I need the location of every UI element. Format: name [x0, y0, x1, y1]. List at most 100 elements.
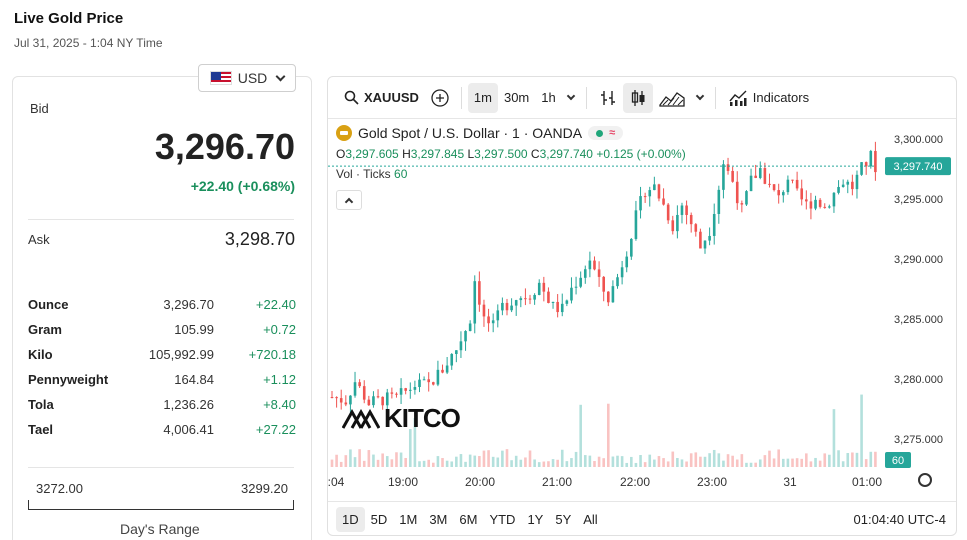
range-6m[interactable]: 6M: [459, 512, 478, 527]
volume-bar: [851, 452, 854, 467]
range-3m[interactable]: 3M: [429, 512, 448, 527]
y-tick-label: 3,285.000: [894, 314, 943, 326]
volume-bar: [344, 455, 348, 467]
candle-body: [671, 220, 675, 232]
chevron-up-icon: [344, 197, 354, 206]
volume-bar: [436, 456, 440, 467]
currency-select[interactable]: USD: [198, 64, 296, 92]
volume-bar: [367, 450, 371, 467]
volume-bar: [680, 459, 684, 467]
close-value: 3,297.740: [539, 147, 593, 161]
candle-body: [335, 397, 338, 399]
range-5d[interactable]: 5D: [370, 512, 388, 527]
candle-body: [851, 181, 854, 190]
x-tick-label: 19:00: [388, 475, 418, 489]
candle-body: [574, 286, 578, 288]
candle-body: [795, 179, 799, 189]
candle-body: [786, 179, 790, 193]
candle-body: [459, 341, 463, 351]
volume-bar: [395, 452, 398, 467]
candle-body: [404, 388, 407, 391]
unit-change: +27.22: [255, 422, 296, 437]
unit-row-pennyweight: Pennyweight 164.84 +1.12: [28, 367, 296, 392]
volume-bar: [689, 453, 693, 467]
candle-body: [514, 300, 518, 306]
range-5y[interactable]: 5Y: [555, 512, 572, 527]
interval-1m[interactable]: 1m: [467, 82, 498, 113]
volume-bar: [643, 462, 647, 467]
high-value: 3,297.845: [410, 147, 465, 161]
volume-bar: [805, 453, 808, 467]
us-flag-icon: [209, 71, 232, 85]
candle-body: [482, 304, 486, 317]
volume-bar: [505, 449, 509, 467]
range-ytd[interactable]: YTD: [489, 512, 516, 527]
range-1m[interactable]: 1M: [399, 512, 418, 527]
symbol-search[interactable]: XAUUSD: [338, 83, 425, 113]
volume-bar: [703, 456, 707, 467]
volume-bar: [745, 462, 748, 467]
volume-bar: [772, 458, 776, 467]
chart-type-dropdown[interactable]: [691, 83, 709, 113]
candlestick-chart[interactable]: 3,300.000 3,295.000 3,290.000 3,285.000 3,28…: [328, 119, 957, 501]
area-style-button[interactable]: [653, 83, 691, 113]
bid-label: Bid: [30, 101, 49, 116]
range-all[interactable]: All: [583, 512, 598, 527]
candle-body: [441, 369, 444, 373]
volume-bar: [791, 458, 794, 467]
volume-bar: [657, 456, 661, 467]
indicators-button[interactable]: Indicators: [722, 83, 815, 113]
bar-style-button[interactable]: [593, 83, 623, 113]
volume-bar: [869, 451, 873, 467]
range-1d[interactable]: 1D: [336, 507, 365, 532]
candle-body: [722, 164, 725, 190]
candle-body: [680, 205, 684, 215]
candle-body: [381, 396, 384, 406]
timezone-clock[interactable]: 01:04:40 UTC-4: [853, 512, 947, 527]
candle-body: [855, 174, 859, 190]
kitco-logo-text: KITCO: [384, 403, 461, 433]
candle-body: [823, 206, 827, 208]
volume-bar: [422, 460, 426, 467]
volume-bar: [841, 461, 845, 467]
volume-bar: [427, 459, 431, 467]
volume-bar: [542, 461, 546, 467]
chevron-down-icon: [275, 71, 286, 81]
volume-bar: [330, 459, 334, 467]
volume-bar: [837, 450, 840, 467]
candle-body: [399, 388, 403, 395]
volume-bar: [864, 459, 868, 467]
candle-body: [528, 298, 532, 300]
compare-button[interactable]: [425, 83, 455, 113]
volume-bar: [653, 459, 656, 467]
candles-style-button[interactable]: [622, 82, 653, 113]
unit-price: 4,006.41: [163, 422, 214, 437]
toolbar-separator: [460, 86, 462, 109]
candle-body: [731, 170, 734, 182]
volume-bar: [800, 458, 804, 467]
volume-bar: [717, 453, 721, 467]
candle-body: [390, 392, 394, 394]
volume-bar: [353, 457, 357, 467]
candle-body: [556, 301, 559, 313]
candle-body: [349, 395, 352, 405]
interval-dropdown[interactable]: [562, 83, 580, 113]
chart-toolbar: XAUUSD 1m 30m 1h Indicators: [328, 77, 956, 119]
candle-body: [607, 291, 610, 303]
market-status-pill[interactable]: ≈: [588, 126, 624, 140]
volume-bar: [556, 459, 559, 467]
volume-bar: [404, 457, 407, 467]
candle-body: [634, 210, 638, 239]
open-label: O: [336, 147, 346, 161]
interval-30m[interactable]: 30m: [503, 90, 530, 105]
gear-icon[interactable]: [918, 473, 932, 487]
x-tick-label: 23:00: [697, 475, 727, 489]
page-title: Live Gold Price: [14, 10, 124, 27]
range-1y[interactable]: 1Y: [527, 512, 544, 527]
candle-body: [689, 214, 693, 225]
collapse-legend-button[interactable]: [336, 190, 362, 210]
toolbar-separator: [714, 86, 716, 109]
candle-body: [547, 291, 550, 303]
interval-1h[interactable]: 1h: [541, 90, 556, 105]
candle-body: [685, 205, 688, 215]
